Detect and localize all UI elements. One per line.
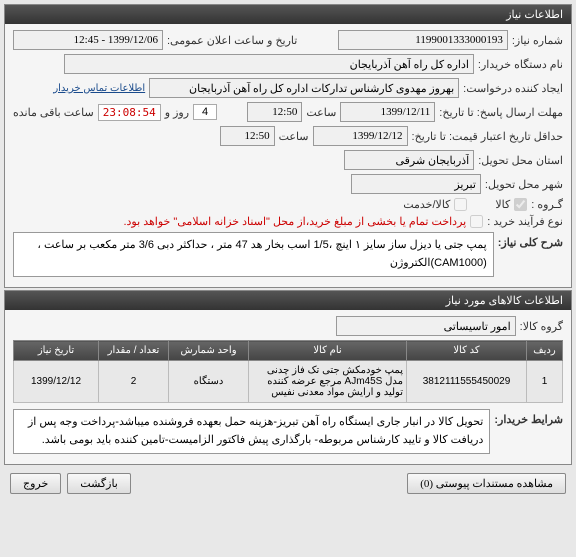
announce-label: تاریخ و ساعت اعلان عمومی: [167, 34, 297, 47]
cell-name: پمپ خودمکش جتی تک فاز چدنی مدل AJm45S مر… [249, 361, 407, 403]
time-label-2: ساعت [279, 130, 309, 143]
minvalid-date [313, 126, 408, 146]
creator-label: ایجاد کننده درخواست: [463, 82, 563, 95]
province-label: استان محل تحویل: [478, 154, 563, 167]
need-info-panel: اطلاعات نیاز شماره نیاز: تاریخ و ساعت اع… [4, 4, 572, 288]
creator-field [149, 78, 459, 98]
col-qty: تعداد / مقدار [99, 341, 169, 361]
general-title-box: پمپ جتی یا دیزل ساز سایز ۱ اینچ ،1/5 اسب… [13, 232, 494, 277]
goods-service-checkbox [454, 198, 467, 211]
time-label-1: ساعت [306, 106, 336, 119]
general-title-label: شرح کلی نیاز: [498, 232, 563, 249]
col-code: کد کالا [407, 341, 527, 361]
items-panel: اطلاعات کالاهای مورد نیاز گروه کالا: ردی… [4, 290, 572, 465]
province-field [344, 150, 474, 170]
cell-code: 3812111555450029 [407, 361, 527, 403]
cell-unit: دستگاه [169, 361, 249, 403]
city-label: شهر محل تحویل: [485, 178, 563, 191]
need-no-field [338, 30, 508, 50]
process-label: نوع فرآیند خرید : [487, 215, 563, 228]
buyer-cond-box: تحویل کالا در انبار جاری ایستگاه راه آهن… [13, 409, 490, 454]
table-header-row: ردیف کد کالا نام کالا واحد شمارش تعداد /… [14, 341, 563, 361]
col-date: تاریخ نیاز [14, 341, 99, 361]
countdown-days: 4 [193, 104, 217, 120]
need-info-header[interactable]: اطلاعات نیاز [5, 5, 571, 24]
table-row[interactable]: 13812111555450029پمپ خودمکش جتی تک فاز چ… [14, 361, 563, 403]
city-field [351, 174, 481, 194]
deadline-date [340, 102, 435, 122]
col-name: نام کالا [249, 341, 407, 361]
need-no-label: شماره نیاز: [512, 34, 563, 47]
group-label: گـروه : [531, 198, 563, 211]
minvalid-time [220, 126, 275, 146]
goods-label: کالا [495, 198, 510, 211]
deadline-label: مهلت ارسال پاسخ: تا تاریخ: [439, 106, 563, 119]
process-checkbox [470, 215, 483, 228]
announce-field [13, 30, 163, 50]
buyer-contact-link[interactable]: اطلاعات تماس خریدار [53, 83, 145, 94]
goods-checkbox [514, 198, 527, 211]
exit-button[interactable]: خروج [10, 473, 61, 494]
cell-date: 1399/12/12 [14, 361, 99, 403]
items-table: ردیف کد کالا نام کالا واحد شمارش تعداد /… [13, 340, 563, 403]
countdown-days-label: روز و [165, 106, 189, 119]
goods-service-label: کالا/خدمت [403, 198, 450, 211]
items-body: گروه کالا: ردیف کد کالا نام کالا واحد شم… [5, 310, 571, 464]
footer-bar: مشاهده مستندات پیوستی (0) بازگشت خروج [4, 467, 572, 500]
col-unit: واحد شمارش [169, 341, 249, 361]
item-group-label: گروه کالا: [520, 320, 563, 333]
countdown-timer: 23:08:54 [98, 104, 161, 121]
cell-qty: 2 [99, 361, 169, 403]
back-button[interactable]: بازگشت [67, 473, 131, 494]
minvalid-label: حداقل تاریخ اعتبار قیمت: تا تاریخ: [412, 130, 563, 143]
attachments-button[interactable]: مشاهده مستندات پیوستی (0) [407, 473, 566, 494]
process-note: پرداخت تمام یا بخشی از مبلغ خرید،از محل … [123, 215, 466, 228]
col-row: ردیف [527, 341, 563, 361]
cell-row: 1 [527, 361, 563, 403]
item-group-field [336, 316, 516, 336]
need-info-body: شماره نیاز: تاریخ و ساعت اعلان عمومی: نا… [5, 24, 571, 287]
items-header[interactable]: اطلاعات کالاهای مورد نیاز [5, 291, 571, 310]
buyer-name-label: نام دستگاه خریدار: [478, 58, 563, 71]
deadline-time [247, 102, 302, 122]
buyer-cond-label: شرایط خریدار: [494, 409, 563, 426]
buyer-name-field [64, 54, 474, 74]
countdown-tail: ساعت باقی مانده [13, 106, 94, 119]
